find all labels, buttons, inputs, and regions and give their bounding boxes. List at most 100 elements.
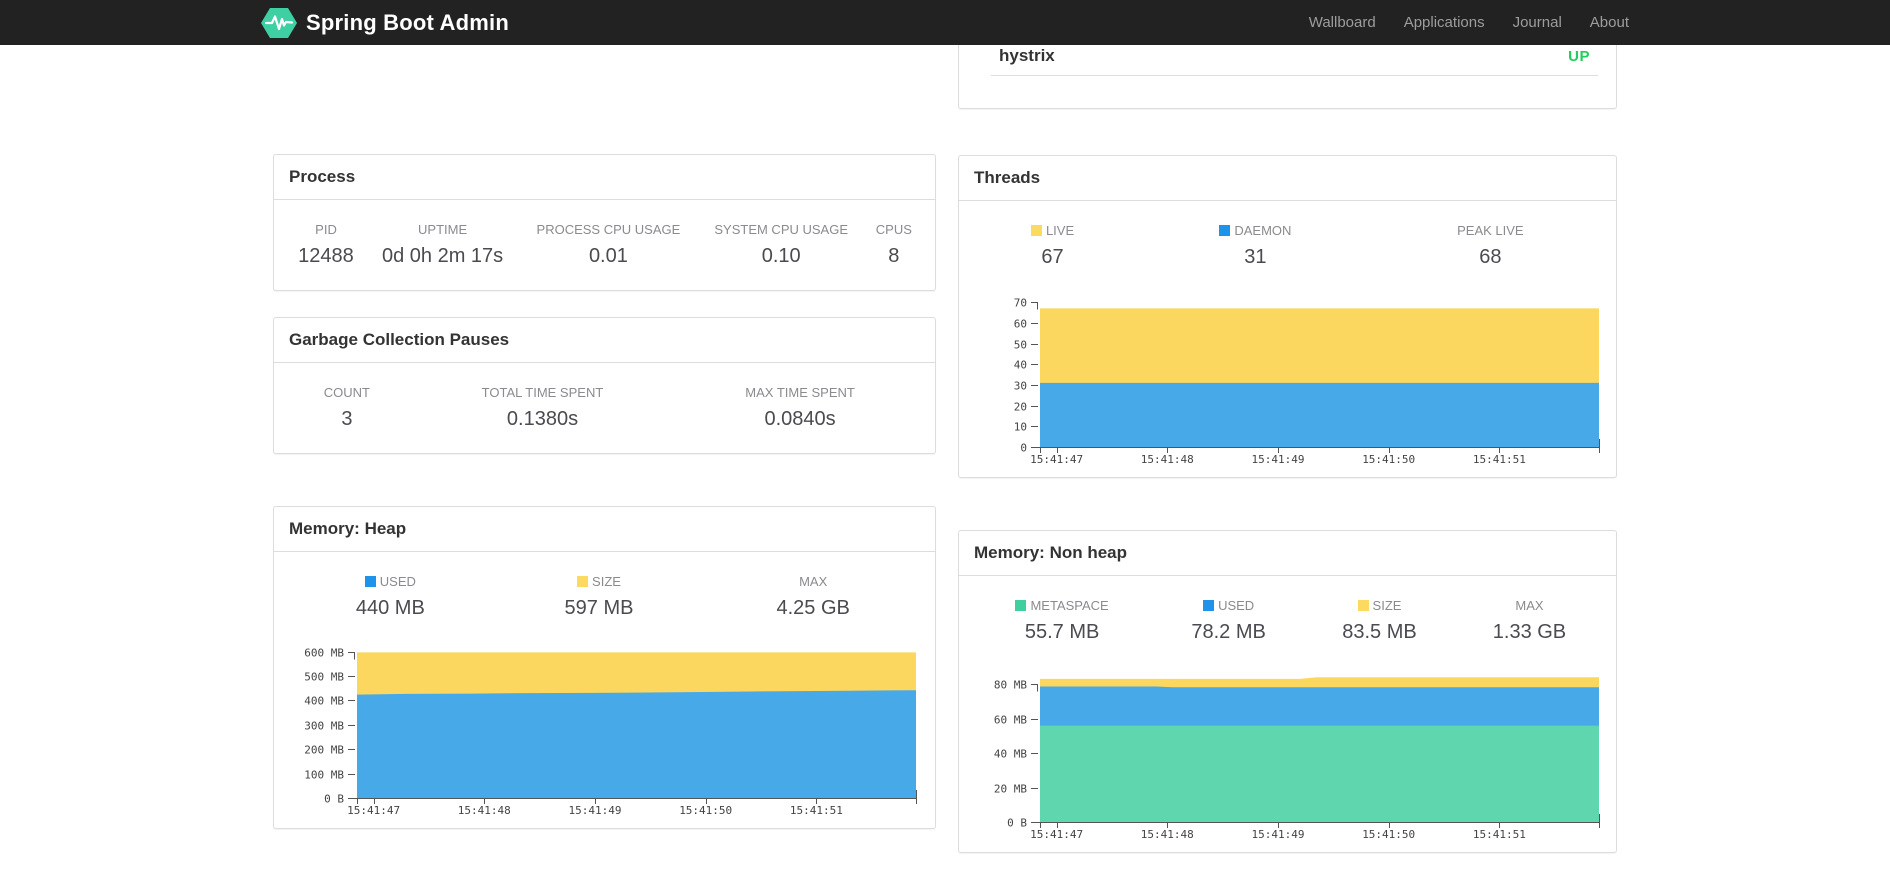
stat-process-cpu-usage: PROCESS CPU USAGE 0.01 — [519, 222, 697, 268]
stat-value: 68 — [1479, 246, 1502, 268]
panel-title-gc: Garbage Collection Pauses — [274, 318, 935, 363]
navbar-inner: Spring Boot Admin Wallboard Applications… — [261, 0, 1629, 45]
panel-title-process: Process — [274, 155, 935, 200]
svg-text:15:41:50: 15:41:50 — [1362, 453, 1415, 466]
svg-text:15:41:49: 15:41:49 — [1251, 828, 1304, 841]
stat-value: 0.1380s — [506, 408, 579, 430]
svg-text:15:41:48: 15:41:48 — [1140, 828, 1193, 841]
panel-title-threads: Threads — [959, 156, 1616, 201]
panel-title-nonheap: Memory: Non heap — [959, 531, 1616, 576]
stat-label: PID — [315, 222, 337, 237]
svg-text:500 MB: 500 MB — [304, 671, 344, 684]
stat-label: SYSTEM CPU USAGE — [714, 222, 848, 237]
panel-garbage-collection: Garbage Collection Pauses COUNT 3 TOTAL … — [273, 317, 936, 454]
main-content: Process PID 12488 UPTIME 0d 0h 2m 17s PR… — [273, 31, 1617, 853]
stat-label: MAX — [1515, 598, 1544, 613]
nav-link-applications[interactable]: Applications — [1403, 14, 1485, 31]
svg-text:15:41:50: 15:41:50 — [1362, 828, 1415, 841]
stat-nonheap-size: SIZE 83.5 MB — [1304, 598, 1455, 644]
svg-text:0: 0 — [1020, 442, 1027, 455]
stat-label: SIZE — [1372, 598, 1402, 613]
stat-gc-max-time: MAX TIME SPENT 0.0840s — [677, 385, 923, 431]
stat-value: 0.01 — [588, 245, 628, 267]
nav-link-wallboard[interactable]: Wallboard — [1308, 14, 1376, 31]
svg-text:40 MB: 40 MB — [993, 748, 1026, 761]
panel-process: Process PID 12488 UPTIME 0d 0h 2m 17s PR… — [273, 154, 936, 291]
nav-links: Wallboard Applications Journal About — [1295, 0, 1629, 45]
svg-text:60 MB: 60 MB — [993, 714, 1026, 727]
nav-link-about[interactable]: About — [1589, 14, 1629, 31]
svg-text:15:41:47: 15:41:47 — [1030, 453, 1083, 466]
svg-text:20 MB: 20 MB — [993, 783, 1026, 796]
nav-link-journal[interactable]: Journal — [1512, 14, 1562, 31]
svg-text:40: 40 — [1013, 359, 1026, 372]
stat-value: 0d 0h 2m 17s — [381, 245, 504, 267]
stat-gc-total-time: TOTAL TIME SPENT 0.1380s — [408, 385, 677, 431]
svg-text:0 B: 0 B — [324, 793, 344, 806]
brand[interactable]: Spring Boot Admin — [261, 7, 509, 39]
legend-swatch-used-icon — [364, 576, 376, 587]
stat-label: LIVE — [1045, 223, 1075, 238]
stat-value: 440 MB — [355, 597, 425, 619]
stat-gc-count: COUNT 3 — [286, 385, 408, 431]
nonheap-stats-row: METASPACE 55.7 MB USED 78.2 MB SIZE 83.5… — [959, 576, 1616, 666]
stat-pid: PID 12488 — [286, 222, 366, 268]
stat-label: USED — [1218, 598, 1255, 613]
svg-text:15:41:51: 15:41:51 — [789, 804, 842, 817]
stat-value: 78.2 MB — [1191, 621, 1266, 643]
svg-text:50: 50 — [1013, 339, 1026, 352]
svg-text:10: 10 — [1013, 421, 1026, 434]
stat-value: 0.10 — [761, 245, 801, 267]
process-stats-row: PID 12488 UPTIME 0d 0h 2m 17s PROCESS CP… — [274, 200, 935, 290]
stat-nonheap-metaspace: METASPACE 55.7 MB — [971, 598, 1153, 644]
application-status-badge: UP — [1568, 48, 1590, 65]
stat-value: 83.5 MB — [1342, 621, 1417, 643]
brand-title: Spring Boot Admin — [306, 9, 510, 35]
stat-heap-size: SIZE 597 MB — [495, 574, 704, 620]
svg-text:15:41:47: 15:41:47 — [1030, 828, 1083, 841]
svg-text:0 B: 0 B — [1007, 817, 1027, 830]
panel-threads: Threads LIVE 67 DAEMON 31 PEAK LIVE 68 1… — [958, 155, 1617, 478]
svg-text:15:41:51: 15:41:51 — [1472, 453, 1525, 466]
stat-label: COUNT — [323, 385, 370, 400]
left-column-spacer — [273, 45, 936, 154]
stat-label: MAX TIME SPENT — [745, 385, 855, 400]
right-column: hystrix UP Threads LIVE 67 DAEMON 31 PEA… — [958, 31, 1617, 853]
left-column: Process PID 12488 UPTIME 0d 0h 2m 17s PR… — [273, 45, 936, 829]
stat-value: 8 — [888, 245, 900, 267]
stat-nonheap-max: MAX 1.33 GB — [1455, 598, 1604, 644]
svg-text:15:41:50: 15:41:50 — [679, 804, 732, 817]
svg-text:15:41:48: 15:41:48 — [457, 804, 510, 817]
stat-cpus: CPUS 8 — [865, 222, 923, 268]
legend-swatch-live-icon — [1030, 225, 1042, 236]
stat-label: CPUS — [875, 222, 912, 237]
legend-swatch-size-icon — [577, 576, 589, 587]
svg-text:400 MB: 400 MB — [304, 695, 344, 708]
stat-value: 597 MB — [564, 597, 634, 619]
stat-threads-peak-live: PEAK LIVE 68 — [1377, 223, 1604, 269]
application-row[interactable]: hystrix UP — [991, 32, 1598, 76]
svg-text:60: 60 — [1013, 318, 1026, 331]
stat-heap-max: MAX 4.25 GB — [703, 574, 923, 620]
threads-chart: 15:41:47 15:41:48 15:41:49 15:41:50 15:41:51… — [1013, 297, 1600, 466]
stat-label: UPTIME — [418, 222, 468, 237]
gc-stats-row: COUNT 3 TOTAL TIME SPENT 0.1380s MAX TIM… — [274, 363, 935, 453]
stat-label: METASPACE — [1030, 598, 1109, 613]
svg-text:15:41:48: 15:41:48 — [1140, 453, 1193, 466]
stat-value: 55.7 MB — [1024, 621, 1100, 643]
stat-label: TOTAL TIME SPENT — [481, 385, 604, 400]
stat-value: 31 — [1244, 246, 1267, 268]
spring-boot-admin-logo-icon — [261, 7, 297, 38]
stat-value: 12488 — [298, 245, 354, 267]
svg-text:20: 20 — [1013, 401, 1026, 414]
stat-value: 67 — [1041, 246, 1064, 268]
stat-heap-used: USED 440 MB — [286, 574, 495, 620]
stat-nonheap-used: USED 78.2 MB — [1153, 598, 1304, 644]
stat-threads-live: LIVE 67 — [971, 223, 1134, 269]
stat-label: PROCESS CPU USAGE — [536, 222, 681, 237]
svg-text:300 MB: 300 MB — [304, 720, 344, 733]
stat-uptime: UPTIME 0d 0h 2m 17s — [366, 222, 519, 268]
application-name[interactable]: hystrix — [999, 46, 1055, 65]
svg-text:15:41:47: 15:41:47 — [347, 804, 400, 817]
svg-text:200 MB: 200 MB — [304, 744, 344, 757]
